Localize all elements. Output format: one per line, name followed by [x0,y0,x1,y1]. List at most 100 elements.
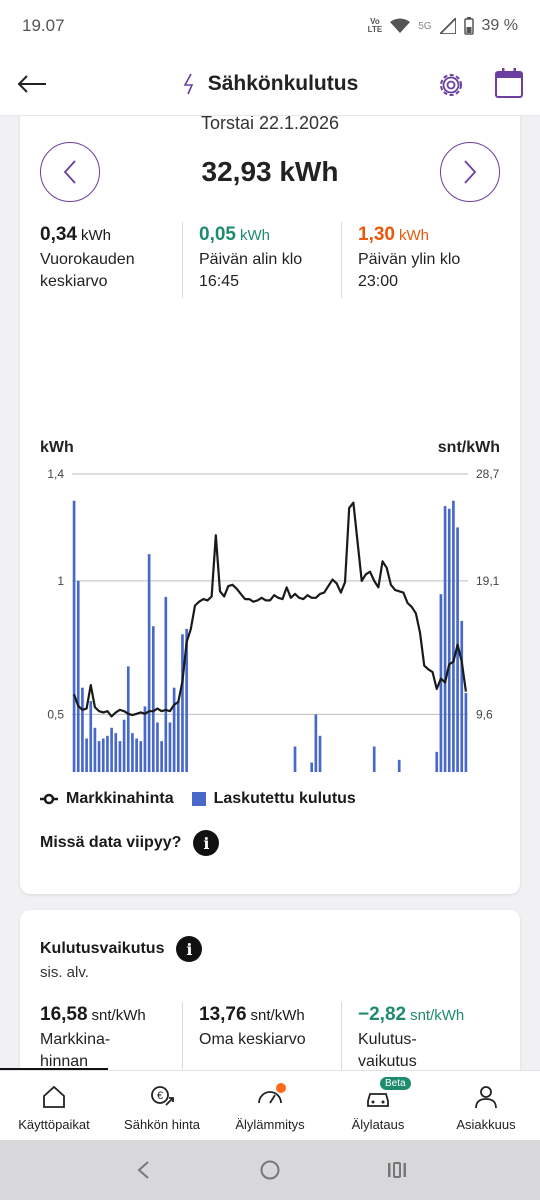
consumption-bar[interactable] [176,701,180,772]
consumption-bar[interactable] [114,733,118,772]
previous-day-button[interactable] [40,142,100,202]
y-left-tick-label: 1,4 [47,467,64,481]
system-recents-button[interactable] [377,1150,417,1190]
consumption-bar[interactable] [464,693,468,772]
impact-own-average-value: 13,76 snt/kWh [199,1004,305,1025]
consumption-bar[interactable] [397,759,401,772]
tab-alylammitys[interactable]: Älylämmitys [216,1071,324,1140]
impact-title: Kulutusvaikutus [40,940,165,957]
consumption-bar[interactable] [164,596,168,772]
tab-sahkon-hinta[interactable]: € Sähkön hinta [108,1071,216,1140]
consumption-bar[interactable] [97,741,101,772]
consumption-bar[interactable] [72,500,76,772]
impact-title-row: Kulutusvaikutus i [40,936,203,962]
consumption-bars [72,500,468,772]
consumption-bar[interactable] [118,741,122,772]
tab-sahkon-hinta-label: Sähkön hinta [124,1117,200,1132]
consumption-bar[interactable] [110,727,113,772]
y-left-tick-label: 0,5 [47,707,64,721]
signal-icon [439,18,456,34]
consumption-chart[interactable]: kWh snt/kWh 1,410,5028,719,19,6000:0005:… [20,342,520,772]
chart-ticks: 1,410,5028,719,19,6000:0005:0010:0015:00… [47,467,499,721]
consumption-bar[interactable] [310,762,314,772]
y-left-tick-label: 1 [57,574,64,588]
consumption-bar[interactable] [122,719,126,772]
battery-level: 39 % [481,17,518,34]
legend-billed-consumption[interactable]: Laskutettu kulutus [191,790,356,808]
home-icon [43,1085,65,1108]
consumption-bar[interactable] [139,741,143,772]
next-day-button[interactable] [440,142,500,202]
consumption-bar[interactable] [439,594,443,772]
consumption-bar[interactable] [168,722,172,772]
chart-legend: Markkinahinta Laskutettu kulutus [40,790,374,808]
consumption-bar[interactable] [314,714,318,772]
consumption-bar[interactable] [147,554,151,772]
consumption-bar[interactable] [81,687,84,772]
legend-market-price-label: Markkinahinta [66,790,174,807]
impact-consumption-effect-label: Kulutus- [358,1031,417,1048]
legend-billed-consumption-label: Laskutettu kulutus [213,790,356,807]
consumption-bar[interactable] [172,687,176,772]
calendar-icon [495,68,523,98]
svg-text:€: € [157,1090,163,1102]
active-tab-indicator [0,1068,108,1071]
consumption-bar[interactable] [452,500,455,772]
calendar-button[interactable] [494,67,528,101]
system-navigation [0,1140,540,1200]
consumption-bar[interactable] [89,701,93,772]
chart-grid [72,473,468,715]
data-delay-label: Missä data viipyy? [40,834,182,851]
stat-minimum-label: Päivän alin klo [199,251,303,268]
battery-icon [463,17,474,35]
consumption-bar[interactable] [156,722,159,772]
consumption-bar[interactable] [372,746,376,772]
system-home-button[interactable] [250,1150,290,1190]
tab-alylataus[interactable]: Beta Älylataus [324,1071,432,1140]
back-button[interactable] [12,66,52,102]
consumption-bar[interactable] [160,741,163,772]
stat-minimum-time: 16:45 [199,273,240,290]
consumption-bar[interactable] [293,746,297,772]
network-label: 5G [418,20,432,32]
system-recents-icon [387,1162,406,1178]
info-icon[interactable]: i [193,830,220,856]
settings-button[interactable] [434,68,468,102]
consumption-bar[interactable] [135,738,138,772]
impact-own-average: 13,76 snt/kWh Oma keskiarvo [182,1002,341,1070]
stat-average-label: Vuorokauden [40,251,135,268]
consumption-bar[interactable] [435,751,439,772]
consumption-bar[interactable] [126,666,130,772]
legend-market-price[interactable]: Markkinahinta [40,790,174,808]
app-header: Sähkönkulutus [0,52,540,116]
content-area[interactable]: Torstai 22.1.2026 32,93 kWh 0,34 kWh Vuor… [0,116,540,1070]
stat-average-label-2: keskiarvo [40,273,108,290]
consumption-bar[interactable] [181,634,184,772]
impact-info-icon[interactable]: i [176,936,203,962]
consumption-bar[interactable] [318,735,322,772]
consumption-bar[interactable] [460,620,464,772]
consumption-card: Torstai 22.1.2026 32,93 kWh 0,34 kWh Vuor… [20,116,520,894]
consumption-bar[interactable] [143,706,147,772]
consumption-bar[interactable] [106,735,109,772]
consumption-bar[interactable] [443,506,447,772]
consumption-bar[interactable] [447,508,451,772]
consumption-bar[interactable] [85,738,88,772]
system-back-button[interactable] [123,1150,163,1190]
consumption-bar[interactable] [185,628,188,772]
stat-average: 0,34 kWh Vuorokauden keskiarvo [40,222,182,298]
tab-kayttopaikat[interactable]: Käyttöpaikat [0,1071,108,1140]
consumption-bar[interactable] [93,727,97,772]
chevron-right-icon [464,160,477,184]
chevron-left-icon [63,160,76,184]
impact-market-price-value: 16,58 snt/kWh [40,1004,146,1025]
consumption-bar[interactable] [131,733,134,772]
consumption-bar[interactable] [76,580,80,772]
tab-asiakkuus[interactable]: Asiakkuus [432,1071,540,1140]
consumption-bar[interactable] [151,626,155,772]
user-icon [475,1086,497,1109]
page-title: Sähkönkulutus [207,72,359,95]
data-delay-info[interactable]: Missä data viipyy? i [40,830,220,856]
consumption-bar[interactable] [101,738,105,772]
consumption-bar[interactable] [456,527,459,772]
